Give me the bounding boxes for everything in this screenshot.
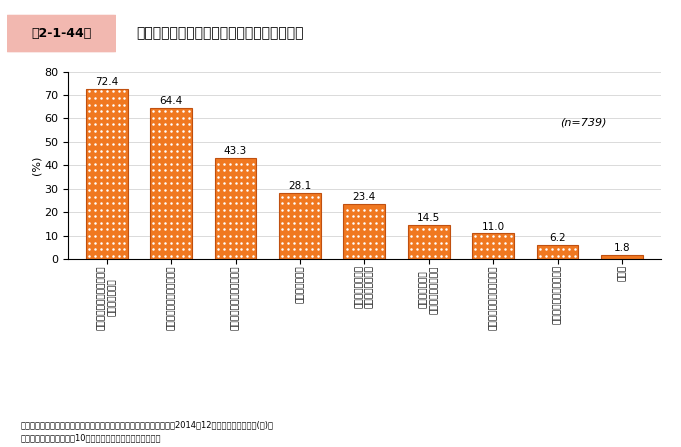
Bar [151,108,192,259]
Bar [215,158,257,259]
Text: 市場調査・マーケティング: 市場調査・マーケティング [489,265,498,329]
Text: その他: その他 [618,265,627,281]
FancyBboxPatch shape [3,16,119,51]
Bar [343,204,385,259]
Text: ホームページでの宣伝広告: ホームページでの宣伝広告 [167,265,176,329]
Text: メールマガジン宣伝広告: メールマガジン宣伝広告 [553,265,562,324]
Text: (n=739): (n=739) [560,117,606,127]
Text: 64.4: 64.4 [159,96,183,106]
Bar [279,193,321,259]
Text: 23.4: 23.4 [353,193,376,202]
Y-axis label: (%): (%) [31,156,42,175]
Bar [537,245,578,259]
Text: 調達・仕入れ等: 調達・仕入れ等 [296,265,304,303]
Text: 72.4: 72.4 [95,77,118,88]
Text: 中小企業におけるインターネットの利用状況: 中小企業におけるインターネットの利用状況 [136,26,304,41]
Text: 43.3: 43.3 [224,146,247,156]
Text: インターネットバンキング
による資金決済: インターネットバンキング による資金決済 [97,265,116,329]
Text: 14.5: 14.5 [417,213,441,224]
Bar [408,225,449,259]
Bar [601,255,643,259]
Text: 6.2: 6.2 [549,233,566,243]
Bar [472,233,514,259]
Text: 第2-1-44図: 第2-1-44図 [31,27,91,40]
Text: 販売・受注・見積り受託等: 販売・受注・見積り受託等 [231,265,240,329]
Bar [86,89,127,259]
Text: でんさいネット、
ファクタリング等: でんさいネット、 ファクタリング等 [355,265,374,308]
Text: 28.1: 28.1 [288,181,312,191]
Text: 11.0: 11.0 [481,222,505,232]
Text: 1.8: 1.8 [614,243,630,253]
Text: 資料：中小企業庁委託「中小企業と地域との関わりに関する調査」（2014年12月、ランドブレイン(株)）: 資料：中小企業庁委託「中小企業と地域との関わりに関する調査」（2014年12月、… [20,420,274,429]
Text: 顧客への説明・
プレゼンテーション: 顧客への説明・ プレゼンテーション [419,265,439,313]
Text: （注）　本調査は、売上10億円超の企業を対象としている。: （注） 本調査は、売上10億円超の企業を対象としている。 [20,434,161,443]
